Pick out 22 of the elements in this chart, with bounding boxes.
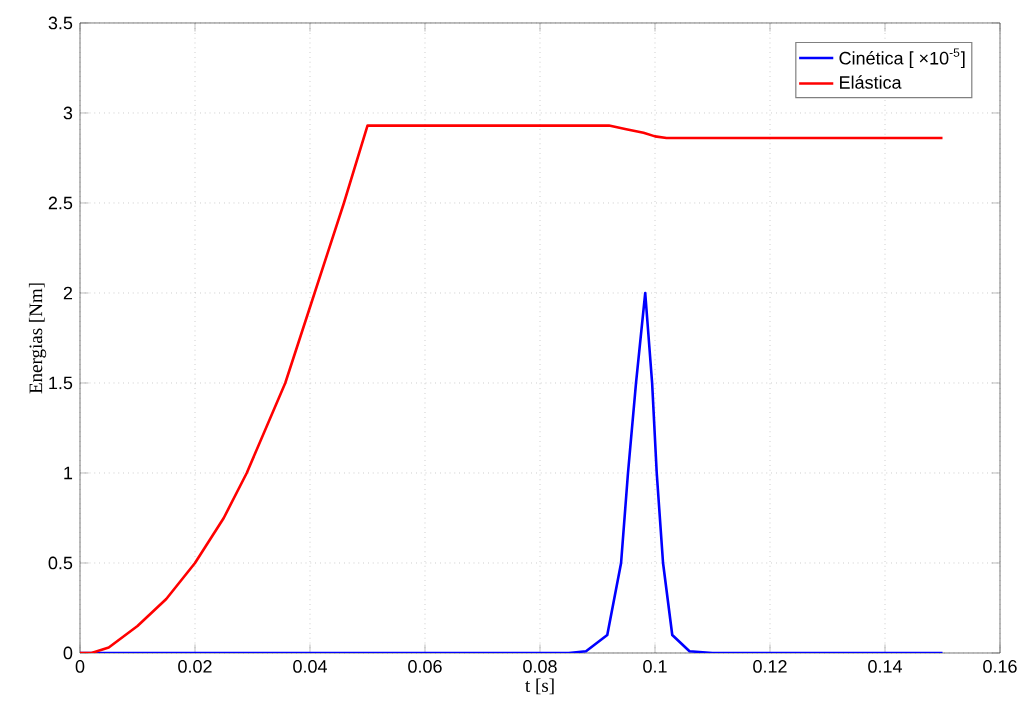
- y-tick-label: 1: [64, 466, 73, 480]
- x-tick-label: 0.16: [983, 660, 1017, 673]
- x-tick-label: 0.12: [753, 660, 787, 673]
- x-tick-label: 0.08: [523, 660, 557, 673]
- legend-label: Elástica: [840, 75, 902, 89]
- line-series: [80, 124, 944, 653]
- x-tick-label: 0.1: [643, 660, 667, 673]
- x-tick-label: 0.04: [293, 660, 327, 673]
- legend-label: Cinética [ ×10$^{-5}$]: [839, 48, 965, 69]
- x-tick-label: 0: [75, 660, 85, 673]
- y-tick-label: 3: [63, 106, 73, 120]
- y-axis-title: Energias [Nm]: [28, 283, 47, 394]
- y-tick-label: 3.5: [48, 16, 73, 30]
- y-tick-label: 1.5: [49, 376, 73, 390]
- y-tick-label: 2: [63, 286, 73, 300]
- y-tick-label: 0.5: [48, 556, 73, 570]
- x-tick-label: 0.02: [178, 660, 212, 673]
- y-tick-label: 0: [63, 646, 73, 660]
- x-tick-label: 0.14: [868, 660, 902, 673]
- y-tick-label: 2.5: [48, 196, 73, 210]
- x-tick-label: 0.06: [408, 660, 442, 673]
- x-axis-title: t [s]: [525, 678, 554, 695]
